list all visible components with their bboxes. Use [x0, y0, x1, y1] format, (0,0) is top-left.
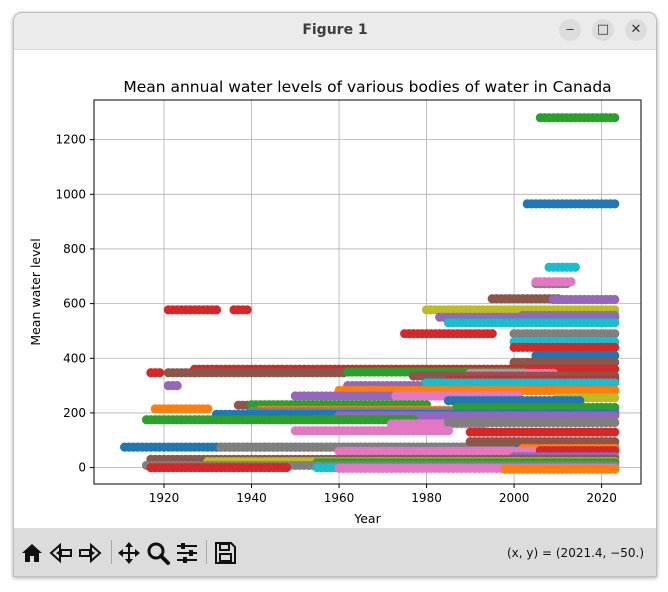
cursor-coordinates: (x, y) = (2021.4, −50.)	[507, 546, 644, 560]
x-tick-label: 1980	[411, 491, 442, 505]
series-12	[443, 318, 620, 328]
data-point	[610, 417, 620, 428]
data-point	[570, 262, 580, 272]
data-point	[443, 426, 454, 436]
y-tick-label: 1000	[55, 187, 86, 201]
data-point	[172, 381, 182, 391]
series-2	[544, 262, 580, 272]
series-1	[522, 199, 620, 209]
data-point	[487, 329, 497, 339]
data-point	[610, 464, 620, 474]
series-26	[163, 381, 182, 391]
data-point	[610, 378, 620, 388]
series-0	[535, 113, 620, 123]
data-point	[610, 199, 620, 209]
pan-icon[interactable]	[116, 540, 142, 566]
series-8	[229, 305, 252, 315]
y-axis-label: Mean water level	[28, 238, 43, 345]
x-tick-label: 2000	[499, 491, 530, 505]
data-point	[610, 357, 620, 367]
x-tick-label: 1960	[324, 491, 355, 505]
forward-icon[interactable]	[77, 540, 103, 566]
save-icon[interactable]	[212, 540, 238, 566]
series-14	[509, 329, 620, 339]
series-64	[500, 464, 620, 474]
series-41	[452, 402, 620, 413]
y-tick-label: 1200	[55, 133, 86, 147]
data-point	[610, 411, 620, 421]
data-point	[566, 277, 576, 287]
back-icon[interactable]	[48, 540, 74, 566]
y-tick-label: 600	[63, 297, 86, 311]
data-point	[575, 396, 585, 406]
figure-window: Figure 1 ‒ □ ✕ 1920 1940 1960 1980 2000 2020 0…	[13, 12, 657, 577]
y-tick-label: 400	[63, 351, 86, 365]
zoom-icon[interactable]	[145, 540, 171, 566]
series-29	[421, 378, 620, 388]
chart-title: Mean annual water levels of various bodi…	[123, 78, 611, 96]
data-point	[610, 329, 620, 339]
series-35	[443, 396, 585, 406]
toolbar-separator	[206, 540, 207, 564]
home-icon[interactable]	[19, 540, 45, 566]
y-tick-label: 800	[63, 242, 86, 256]
series-46	[443, 417, 620, 428]
data-point	[610, 318, 620, 328]
data-point	[610, 385, 620, 396]
data-point	[155, 368, 165, 378]
series-62	[146, 463, 292, 473]
data-point	[610, 350, 620, 361]
close-button[interactable]: ✕	[625, 19, 647, 41]
minimize-button[interactable]: ‒	[559, 19, 581, 41]
series-33	[391, 391, 524, 401]
navigation-toolbar: (x, y) = (2021.4, −50.)	[14, 528, 656, 576]
series-32	[290, 391, 410, 401]
data-point	[203, 404, 213, 414]
window-title: Figure 1	[302, 22, 368, 38]
series-4	[531, 277, 576, 287]
series-44	[141, 415, 419, 425]
series-48	[465, 427, 620, 437]
x-tick-label: 1920	[149, 491, 180, 505]
data-point	[610, 113, 620, 123]
data-point	[610, 393, 620, 403]
toolbar-separator	[111, 540, 112, 564]
series-13	[400, 329, 497, 339]
series-47	[290, 426, 454, 436]
x-tick-label: 1940	[236, 491, 267, 505]
series-22	[190, 368, 349, 378]
data-point	[610, 294, 620, 305]
y-tick-label: 200	[63, 406, 86, 420]
data-point	[281, 463, 292, 473]
x-axis-label: Year	[353, 511, 381, 526]
series-38	[150, 404, 213, 414]
data-point	[610, 427, 620, 437]
series-7	[163, 305, 222, 315]
series-18	[509, 357, 620, 367]
data-point	[610, 342, 620, 352]
title-bar[interactable]: Figure 1 ‒ □ ✕	[14, 13, 656, 50]
series-19	[146, 368, 165, 378]
y-tick-label: 0	[78, 461, 86, 475]
series-16	[509, 342, 620, 352]
figure-canvas[interactable]: 1920 1940 1960 1980 2000 2020 0 200 400 600 800 100…	[14, 50, 656, 528]
series-6	[548, 294, 620, 305]
data-point	[610, 402, 620, 413]
maximize-button[interactable]: □	[592, 19, 614, 41]
data-point	[242, 305, 252, 315]
configure-subplots-icon[interactable]	[174, 540, 200, 566]
x-tick-label: 2020	[586, 491, 617, 505]
series-17	[531, 350, 620, 361]
scatter-chart[interactable]: 1920 1940 1960 1980 2000 2020 0 200 400 600 800 100…	[14, 50, 656, 528]
data-point	[610, 364, 620, 374]
data-point	[211, 305, 222, 315]
